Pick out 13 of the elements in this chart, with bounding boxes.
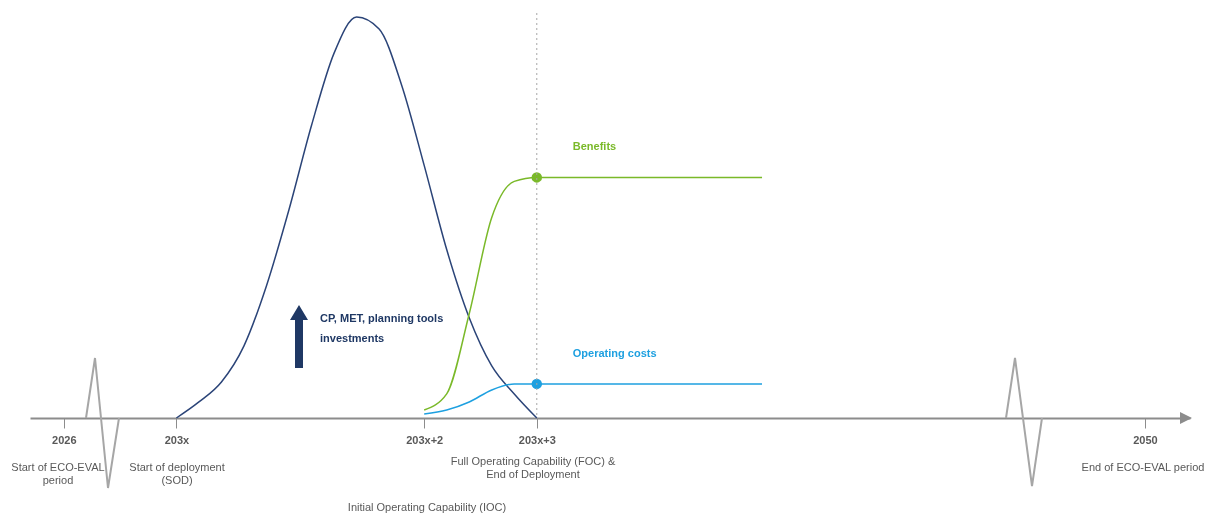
x-tick-label: 2050 (1133, 433, 1158, 446)
text: End of ECO-EVAL period (1081, 461, 1205, 473)
x-tick-label: 2026 (52, 433, 77, 446)
text: Full Operating Capability (FOC) & End of Deployment (450, 455, 616, 480)
annotation: CP, MET, planning tools investments (320, 312, 444, 344)
text: Start of ECO-EVAL period (11, 461, 105, 486)
text: Benefits (572, 140, 617, 153)
x-tick-label: 203x+3 (518, 433, 556, 446)
x-tick-label: 203x (164, 433, 191, 446)
text: Operating costs (572, 346, 657, 359)
text: Initial Operating Capability (IOC) (347, 501, 507, 513)
x-tick-label: 203x+2 (406, 433, 444, 446)
text: Start of deployment (SOD) (129, 461, 225, 486)
